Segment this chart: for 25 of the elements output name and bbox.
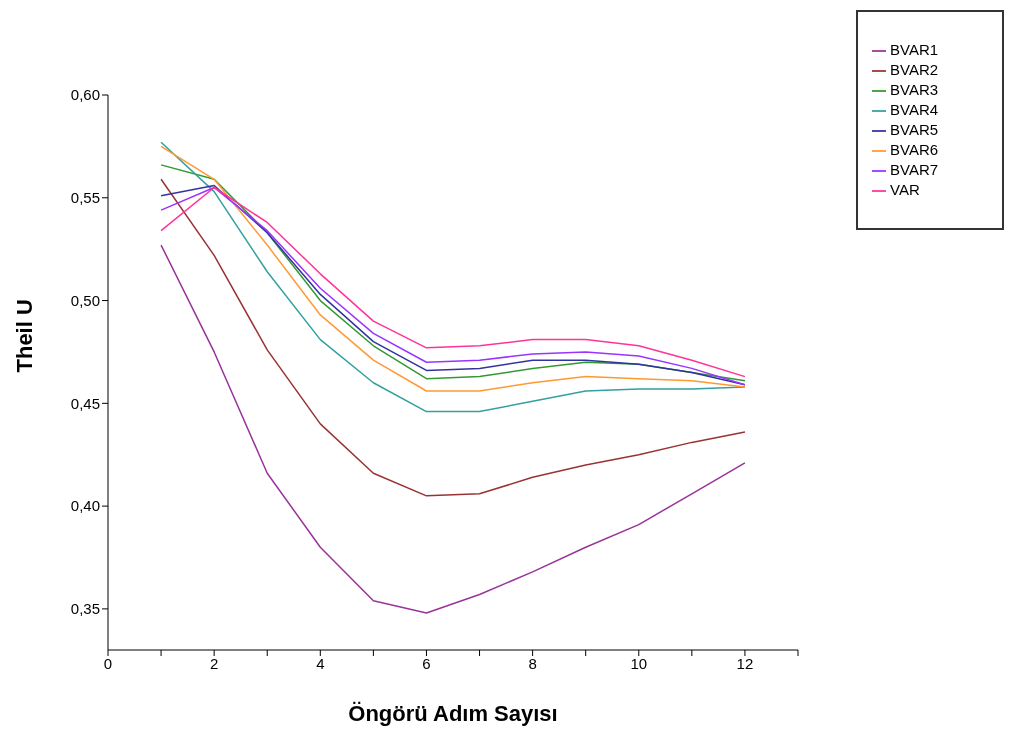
x-tick-label: 0: [103, 654, 113, 672]
x-tick-label: 6: [422, 654, 431, 672]
y-axis-title: Theil U: [11, 299, 37, 373]
line-series: [160, 178, 746, 497]
y-tick-label: 0,60: [70, 86, 100, 104]
y-tick-label: 0,35: [70, 600, 100, 618]
legend-label: BVAR4: [890, 101, 939, 118]
legend-label: BVAR7: [890, 161, 939, 178]
x-tick-label: 12: [736, 654, 754, 672]
y-tick-label: 0,40: [70, 497, 100, 515]
y-tick-label: 0,55: [70, 189, 100, 207]
x-tick-label: 10: [630, 654, 648, 672]
legend-label: VAR: [890, 181, 920, 198]
line-series: [160, 244, 746, 614]
y-tick-label: 0,45: [70, 394, 100, 412]
legend-label: BVAR2: [890, 61, 939, 78]
y-tick-label: 0,50: [70, 291, 100, 309]
legend-label: BVAR1: [890, 41, 939, 58]
x-axis-title: Öngörü Adım Sayısı: [348, 701, 558, 726]
x-tick-label: 8: [528, 654, 537, 672]
legend-label: BVAR3: [890, 81, 939, 98]
x-tick-label: 4: [316, 654, 325, 672]
x-tick-label: 2: [209, 654, 219, 672]
legend-label: BVAR5: [890, 121, 939, 138]
legend-label: BVAR6: [890, 141, 939, 158]
